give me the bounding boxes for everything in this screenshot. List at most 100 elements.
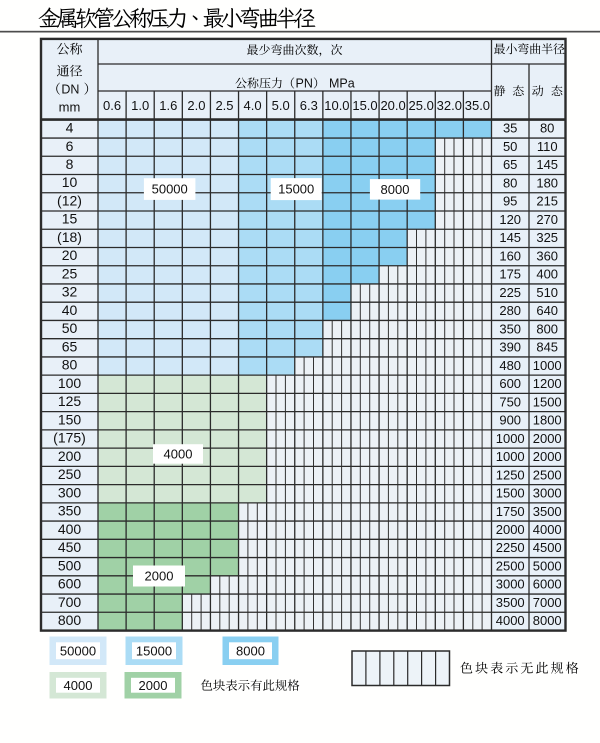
svg-text:8000: 8000 [236, 643, 265, 658]
svg-text:3500: 3500 [496, 595, 525, 610]
svg-text:800: 800 [58, 612, 82, 628]
svg-text:95: 95 [503, 194, 517, 209]
svg-text:4.0: 4.0 [244, 98, 262, 113]
svg-text:2000: 2000 [533, 449, 562, 464]
svg-text:150: 150 [58, 411, 82, 427]
svg-text:25: 25 [62, 265, 78, 281]
svg-text:225: 225 [499, 285, 521, 300]
svg-text:15: 15 [62, 211, 78, 227]
svg-text:65: 65 [62, 338, 78, 354]
svg-text:510: 510 [536, 285, 558, 300]
svg-text:350: 350 [58, 503, 82, 519]
svg-text:3000: 3000 [496, 577, 525, 592]
svg-text:2500: 2500 [496, 559, 525, 574]
svg-text:20.0: 20.0 [380, 98, 405, 113]
svg-text:4000: 4000 [164, 447, 193, 462]
svg-text:175: 175 [499, 267, 521, 282]
svg-text:80: 80 [540, 121, 554, 136]
svg-text:845: 845 [536, 340, 558, 355]
svg-text:145: 145 [536, 157, 558, 172]
svg-text:40: 40 [62, 302, 78, 318]
svg-text:25.0: 25.0 [409, 98, 434, 113]
svg-text:1200: 1200 [533, 376, 562, 391]
svg-text:400: 400 [536, 267, 558, 282]
svg-text:1.6: 1.6 [159, 98, 177, 113]
svg-text:50000: 50000 [60, 643, 96, 658]
svg-text:6.3: 6.3 [300, 98, 318, 113]
svg-text:640: 640 [536, 303, 558, 318]
svg-text:MPa: MPa [329, 77, 355, 91]
svg-text:35.0: 35.0 [465, 98, 490, 113]
svg-text:4000: 4000 [496, 613, 525, 628]
svg-text:1.0: 1.0 [131, 98, 149, 113]
svg-text:390: 390 [499, 340, 521, 355]
svg-text:80: 80 [503, 175, 517, 190]
svg-text:1750: 1750 [496, 504, 525, 519]
svg-text:50: 50 [503, 139, 517, 154]
svg-text:5000: 5000 [533, 559, 562, 574]
svg-text:6: 6 [66, 138, 74, 154]
svg-text:65: 65 [503, 157, 517, 172]
svg-text:280: 280 [499, 303, 521, 318]
svg-text:15.0: 15.0 [352, 98, 377, 113]
svg-text:5.0: 5.0 [272, 98, 290, 113]
svg-text:15000: 15000 [136, 643, 172, 658]
svg-text:6000: 6000 [533, 577, 562, 592]
svg-text:325: 325 [536, 230, 558, 245]
svg-text:1500: 1500 [533, 394, 562, 409]
svg-text:mm: mm [59, 100, 81, 115]
svg-text:(12): (12) [57, 193, 82, 209]
svg-text:32: 32 [62, 284, 78, 300]
svg-text:4000: 4000 [64, 678, 93, 693]
svg-text:110: 110 [537, 139, 558, 154]
svg-text:2000: 2000 [533, 431, 562, 446]
svg-text:600: 600 [58, 576, 82, 592]
svg-text:3000: 3000 [533, 486, 562, 501]
svg-text:145: 145 [499, 230, 521, 245]
svg-text:2000: 2000 [496, 522, 525, 537]
svg-text:480: 480 [499, 358, 521, 373]
svg-text:360: 360 [536, 248, 558, 263]
svg-text:215: 215 [536, 194, 558, 209]
svg-text:2250: 2250 [496, 540, 525, 555]
svg-text:2000: 2000 [139, 678, 168, 693]
svg-text:800: 800 [536, 321, 558, 336]
svg-text:250: 250 [58, 466, 82, 482]
svg-text:900: 900 [499, 413, 521, 428]
svg-text:4500: 4500 [533, 540, 562, 555]
svg-text:160: 160 [499, 248, 521, 263]
svg-text:2.0: 2.0 [187, 98, 205, 113]
svg-text:20: 20 [62, 247, 78, 263]
svg-text:200: 200 [58, 448, 82, 464]
svg-text:750: 750 [499, 394, 521, 409]
svg-text:15000: 15000 [278, 182, 314, 197]
svg-text:180: 180 [536, 175, 558, 190]
svg-text:80: 80 [62, 357, 78, 373]
svg-text:270: 270 [536, 212, 558, 227]
svg-text:(175): (175) [53, 430, 86, 446]
svg-text:(18): (18) [57, 229, 82, 245]
svg-text:1800: 1800 [533, 413, 562, 428]
svg-text:4: 4 [66, 120, 74, 136]
svg-text:1250: 1250 [496, 467, 525, 482]
svg-text:10: 10 [62, 174, 78, 190]
svg-text:2000: 2000 [145, 569, 174, 584]
svg-text:1000: 1000 [496, 449, 525, 464]
svg-text:120: 120 [499, 212, 521, 227]
svg-text:8000: 8000 [533, 613, 562, 628]
svg-text:2.5: 2.5 [215, 98, 233, 113]
svg-text:DN: DN [61, 82, 79, 96]
svg-text:50000: 50000 [152, 182, 188, 197]
svg-text:450: 450 [58, 539, 82, 555]
svg-text:300: 300 [58, 484, 82, 500]
svg-text:100: 100 [58, 375, 82, 391]
svg-text:1000: 1000 [533, 358, 562, 373]
svg-text:400: 400 [58, 521, 82, 537]
svg-text:35: 35 [503, 121, 517, 136]
svg-text:600: 600 [499, 376, 521, 391]
svg-text:2500: 2500 [533, 467, 562, 482]
svg-text:PN: PN [296, 77, 313, 91]
svg-text:350: 350 [499, 321, 521, 336]
svg-text:8: 8 [66, 156, 74, 172]
svg-text:1000: 1000 [496, 431, 525, 446]
